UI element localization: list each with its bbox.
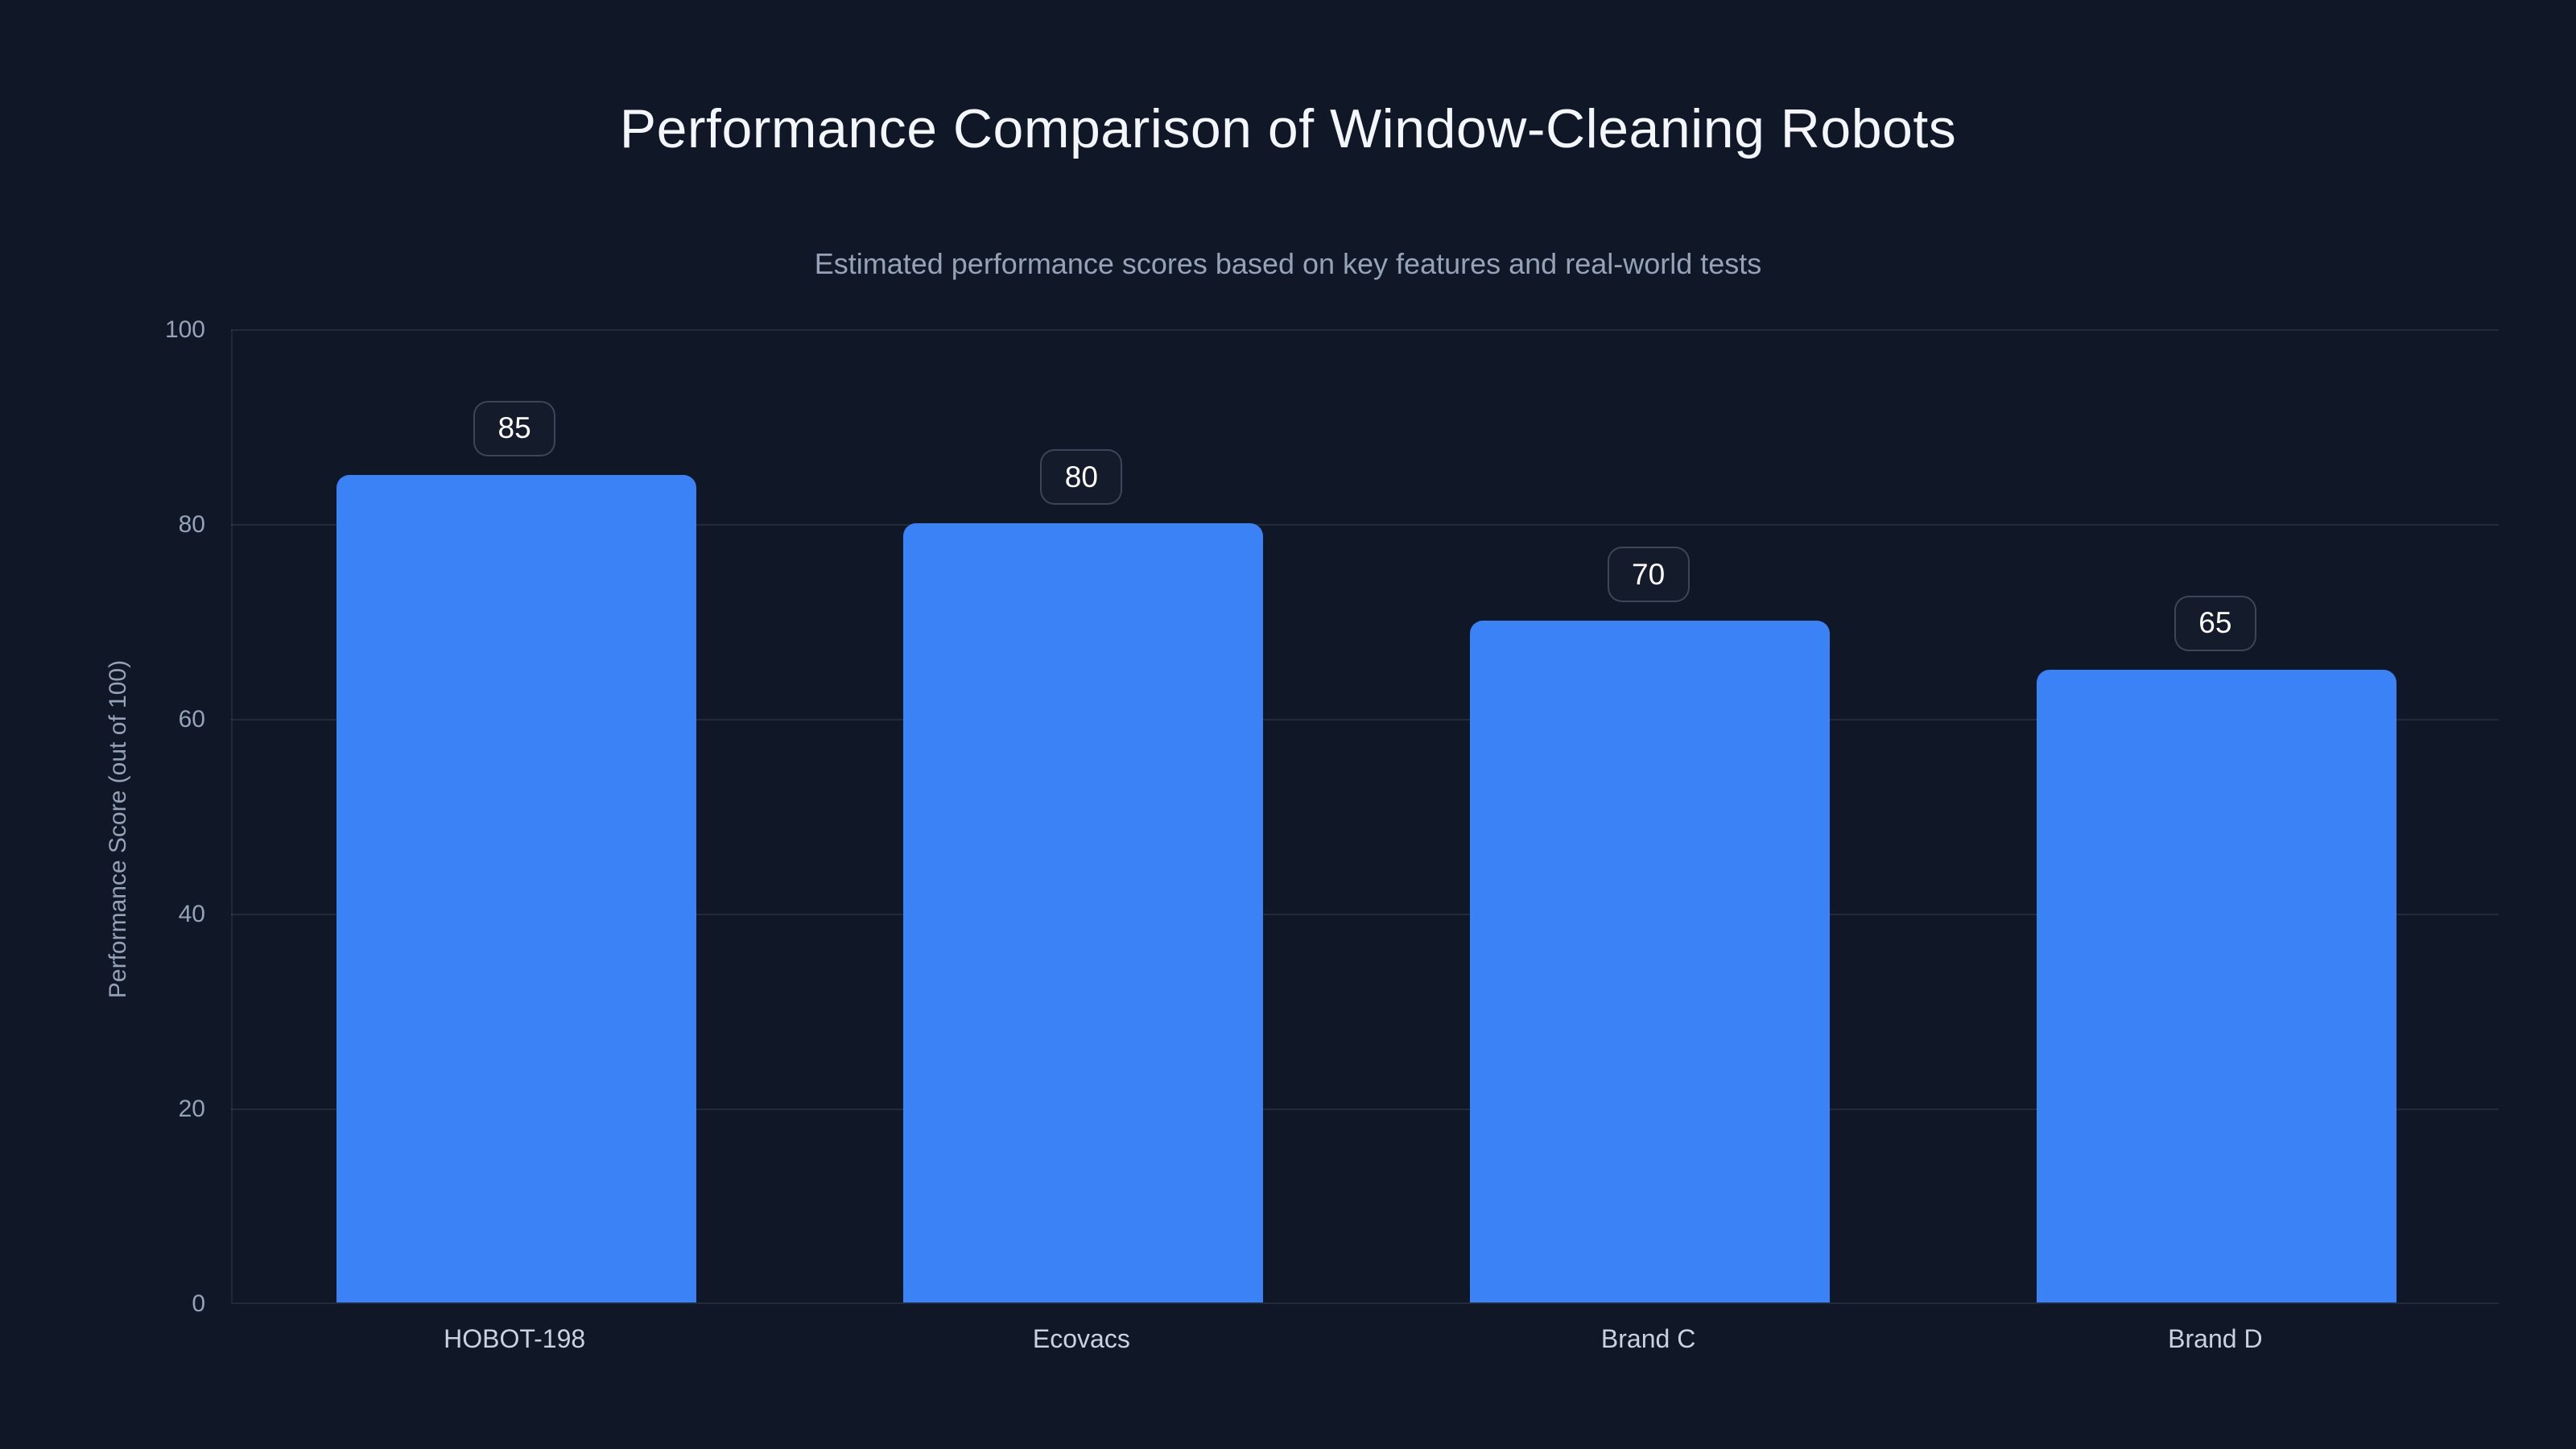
x-axis-label: Brand C bbox=[1600, 1324, 1696, 1353]
value-badge: 80 bbox=[1040, 449, 1123, 505]
x-axis-label: HOBOT-198 bbox=[444, 1324, 586, 1353]
value-badge: 65 bbox=[2174, 595, 2256, 651]
y-tick-label: 60 bbox=[178, 706, 205, 733]
bar bbox=[1470, 621, 1831, 1302]
bar bbox=[2037, 669, 2397, 1302]
y-tick-label: 20 bbox=[178, 1096, 205, 1122]
y-tick-label: 40 bbox=[178, 901, 205, 927]
y-tick-label: 100 bbox=[164, 316, 205, 343]
gridline bbox=[231, 329, 2499, 331]
chart-subtitle: Estimated performance scores based on ke… bbox=[814, 247, 1762, 280]
gridline bbox=[231, 914, 2499, 915]
gridline bbox=[231, 524, 2499, 526]
y-tick-label: 0 bbox=[192, 1290, 205, 1317]
gridline bbox=[231, 719, 2499, 720]
x-axis-label: Ecovacs bbox=[1032, 1324, 1130, 1353]
plot-area bbox=[231, 330, 2499, 1304]
value-badge: 85 bbox=[473, 400, 556, 456]
y-axis-title: Performance Score (out of 100) bbox=[105, 659, 131, 999]
bar bbox=[336, 474, 696, 1302]
gridline bbox=[231, 1108, 2499, 1110]
bar bbox=[902, 523, 1263, 1302]
chart-title: Performance Comparison of Window-Cleanin… bbox=[619, 98, 1957, 159]
y-tick-label: 80 bbox=[178, 511, 205, 538]
x-axis-label: Brand D bbox=[2168, 1324, 2263, 1353]
value-badge: 70 bbox=[1607, 547, 1690, 602]
